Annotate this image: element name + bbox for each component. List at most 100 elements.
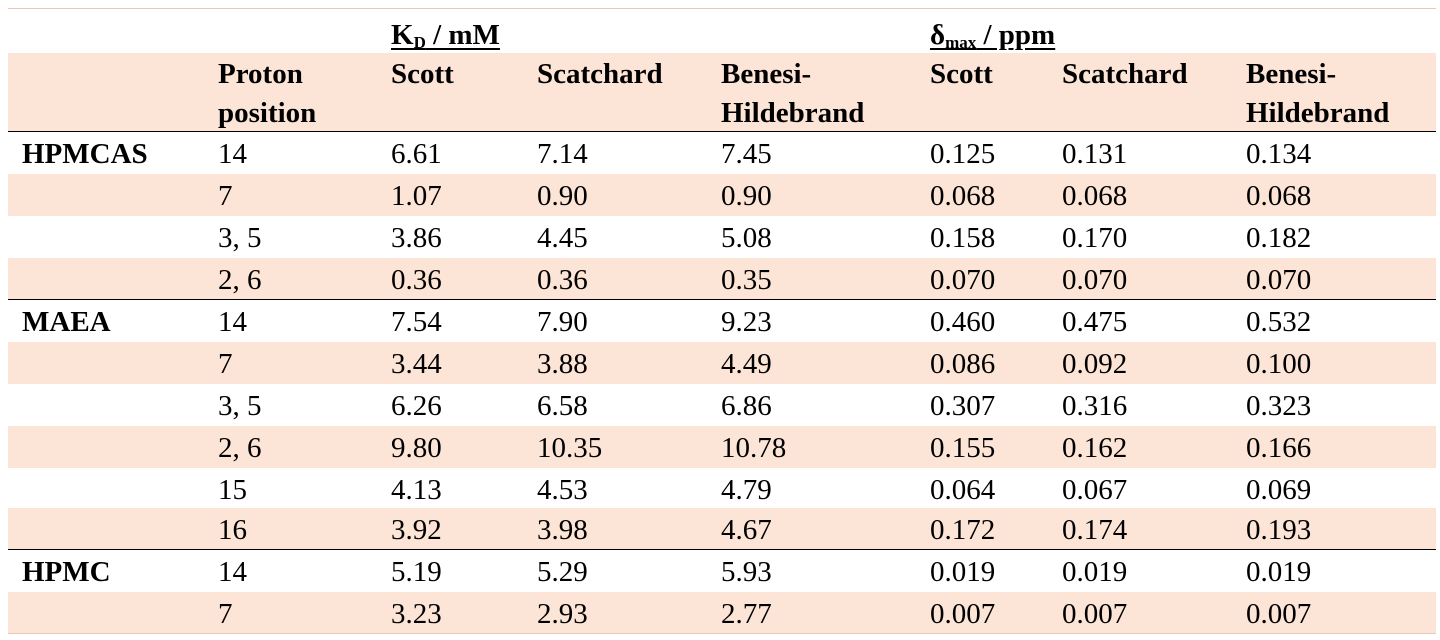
- value-cell: 0.007: [1246, 598, 1312, 630]
- value-cell: 6.26: [391, 390, 442, 422]
- value-cell: 0.070: [1062, 264, 1128, 296]
- column-header-row: Proton position Scott Scatchard Benesi- Hi…: [8, 53, 1436, 132]
- value-cell: 0.90: [721, 180, 772, 212]
- header-kd-scatchard: Scatchard: [537, 58, 663, 90]
- top-rule: [8, 8, 1436, 9]
- value-cell: 0.174: [1062, 514, 1128, 546]
- value-cell: 0.092: [1062, 348, 1128, 380]
- value-cell: 0.170: [1062, 222, 1128, 254]
- value-cell: 0.070: [1246, 264, 1312, 296]
- proton-position-cell: 14: [218, 138, 247, 170]
- header-bottom-rule: [8, 131, 1436, 132]
- value-cell: 5.29: [537, 556, 588, 588]
- group-rule-maea: [8, 299, 1436, 300]
- value-cell: 9.23: [721, 306, 772, 338]
- value-cell: 0.460: [930, 306, 996, 338]
- table-row: 16 3.92 3.98 4.67 0.172 0.174 0.193: [8, 508, 1436, 550]
- value-cell: 0.007: [930, 598, 996, 630]
- value-cell: 2.77: [721, 598, 772, 630]
- header-kd-scott: Scott: [391, 58, 454, 90]
- polymer-cell: MAEA: [22, 306, 111, 338]
- value-cell: 0.36: [537, 264, 588, 296]
- value-cell: 0.019: [930, 556, 996, 588]
- value-cell: 0.134: [1246, 138, 1312, 170]
- table-row: 15 4.13 4.53 4.79 0.064 0.067 0.069: [8, 468, 1436, 510]
- value-cell: 9.80: [391, 432, 442, 464]
- value-cell: 0.162: [1062, 432, 1128, 464]
- value-cell: 0.019: [1246, 556, 1312, 588]
- proton-position-cell: 7: [218, 348, 233, 380]
- value-cell: 0.35: [721, 264, 772, 296]
- value-cell: 4.45: [537, 222, 588, 254]
- proton-position-cell: 2, 6: [218, 432, 262, 464]
- value-cell: 3.23: [391, 598, 442, 630]
- value-cell: 10.35: [537, 432, 603, 464]
- table-row: 3, 5 6.26 6.58 6.86 0.307 0.316 0.323: [8, 384, 1436, 426]
- table-row: 2, 6 0.36 0.36 0.35 0.070 0.070 0.070: [8, 258, 1436, 300]
- header-dmax-scott: Scott: [930, 58, 993, 90]
- proton-position-cell: 7: [218, 598, 233, 630]
- value-cell: 4.67: [721, 514, 772, 546]
- value-cell: 3.88: [537, 348, 588, 380]
- value-cell: 0.155: [930, 432, 996, 464]
- value-cell: 3.86: [391, 222, 442, 254]
- group-rule-hpmc: [8, 549, 1436, 550]
- value-cell: 10.78: [721, 432, 787, 464]
- table-row: 7 1.07 0.90 0.90 0.068 0.068 0.068: [8, 174, 1436, 216]
- group-header-row: KD / mM δmax / ppm: [8, 17, 1436, 57]
- value-cell: 3.44: [391, 348, 442, 380]
- value-cell: 0.064: [930, 474, 996, 506]
- header-proton-position: Proton position: [218, 58, 317, 129]
- bottom-rule: [8, 633, 1436, 634]
- header-dmax-scatchard: Scatchard: [1062, 58, 1188, 90]
- value-cell: 0.475: [1062, 306, 1128, 338]
- value-cell: 0.068: [1246, 180, 1312, 212]
- value-cell: 0.323: [1246, 390, 1312, 422]
- value-cell: 0.100: [1246, 348, 1312, 380]
- polymer-cell: HPMCAS: [22, 138, 148, 170]
- value-cell: 0.193: [1246, 514, 1312, 546]
- proton-position-cell: 2, 6: [218, 264, 262, 296]
- value-cell: 4.79: [721, 474, 772, 506]
- value-cell: 3.92: [391, 514, 442, 546]
- table-row: HPMCAS 14 6.61 7.14 7.45 0.125 0.131 0.134: [8, 132, 1436, 174]
- value-cell: 0.070: [930, 264, 996, 296]
- value-cell: 5.19: [391, 556, 442, 588]
- value-cell: 7.90: [537, 306, 588, 338]
- value-cell: 0.90: [537, 180, 588, 212]
- value-cell: 7.54: [391, 306, 442, 338]
- value-cell: 6.86: [721, 390, 772, 422]
- proton-position-cell: 3, 5: [218, 390, 262, 422]
- table-row: 7 3.44 3.88 4.49 0.086 0.092 0.100: [8, 342, 1436, 384]
- proton-position-cell: 14: [218, 556, 247, 588]
- value-cell: 0.166: [1246, 432, 1312, 464]
- value-cell: 0.068: [1062, 180, 1128, 212]
- table-row: MAEA 14 7.54 7.90 9.23 0.460 0.475 0.532: [8, 300, 1436, 342]
- value-cell: 0.068: [930, 180, 996, 212]
- value-cell: 0.158: [930, 222, 996, 254]
- header-dmax-benesi-hildebrand: Benesi- Hildebrand: [1246, 58, 1390, 129]
- value-cell: 0.069: [1246, 474, 1312, 506]
- value-cell: 1.07: [391, 180, 442, 212]
- value-cell: 7.14: [537, 138, 588, 170]
- value-cell: 0.36: [391, 264, 442, 296]
- proton-position-cell: 15: [218, 474, 247, 506]
- value-cell: 0.307: [930, 390, 996, 422]
- value-cell: 3.98: [537, 514, 588, 546]
- value-cell: 4.53: [537, 474, 588, 506]
- value-cell: 2.93: [537, 598, 588, 630]
- value-cell: 6.61: [391, 138, 442, 170]
- proton-position-cell: 16: [218, 514, 247, 546]
- table-row: HPMC 14 5.19 5.29 5.93 0.019 0.019 0.019: [8, 550, 1436, 592]
- value-cell: 4.49: [721, 348, 772, 380]
- table-row: 3, 5 3.86 4.45 5.08 0.158 0.170 0.182: [8, 216, 1436, 258]
- kd-group-header: KD / mM: [391, 19, 500, 52]
- value-cell: 7.45: [721, 138, 772, 170]
- proton-position-cell: 7: [218, 180, 233, 212]
- value-cell: 0.067: [1062, 474, 1128, 506]
- value-cell: 0.007: [1062, 598, 1128, 630]
- value-cell: 0.172: [930, 514, 996, 546]
- value-cell: 0.182: [1246, 222, 1312, 254]
- table-row: 7 3.23 2.93 2.77 0.007 0.007 0.007: [8, 592, 1436, 634]
- value-cell: 0.019: [1062, 556, 1128, 588]
